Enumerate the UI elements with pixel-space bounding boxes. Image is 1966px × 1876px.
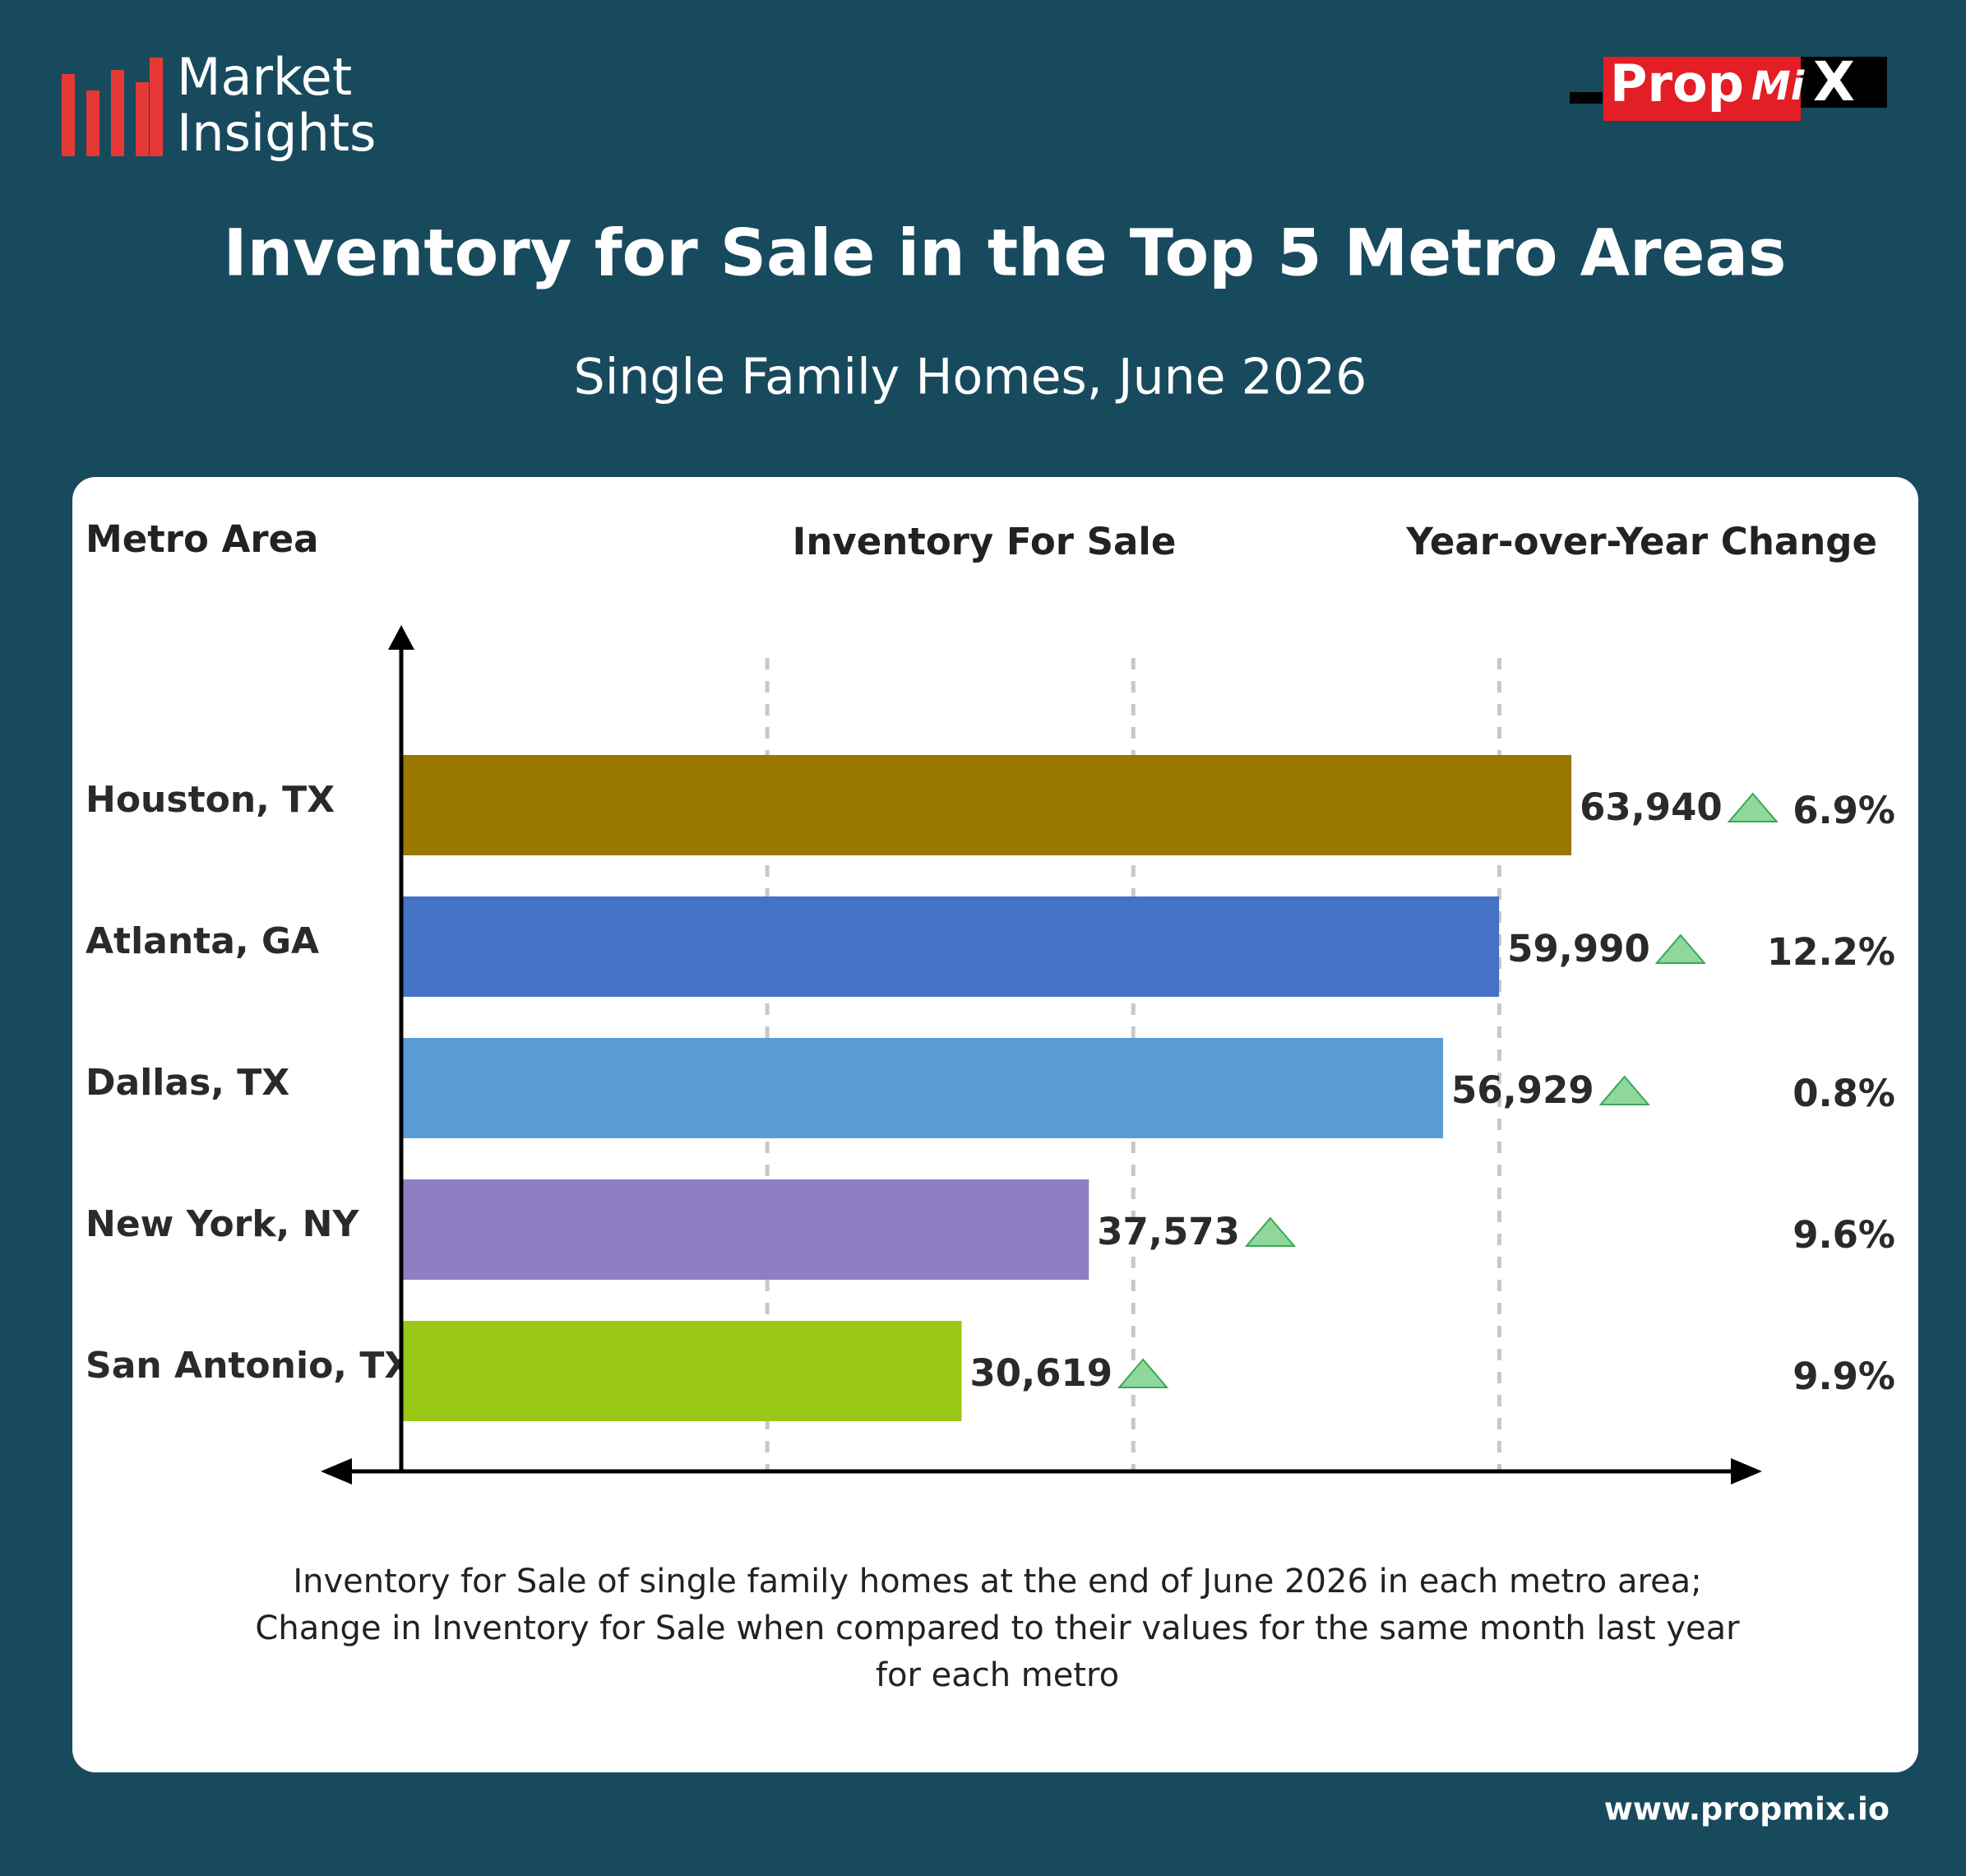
category-label: New York, NY: [86, 1203, 360, 1245]
column-header: Inventory For Sale: [793, 520, 1177, 563]
footnote: Inventory for Sale of single family home…: [293, 1563, 1701, 1600]
logo-mid: Mi: [1751, 63, 1805, 109]
bar: [401, 1321, 962, 1421]
bar: [401, 1179, 1089, 1280]
axis-arrow: [321, 1458, 352, 1485]
chart-subtitle: Single Family Homes, June 2026: [574, 349, 1367, 406]
plot: Metro Area Inventory For Sale Year-over-Ye…: [86, 517, 1895, 1694]
category-label: Atlanta, GA: [86, 920, 319, 962]
value-label: 30,619: [969, 1351, 1113, 1395]
logo-prefix: Prop: [1610, 53, 1744, 113]
value-label: 59,990: [1507, 927, 1650, 970]
change-label: 0.8%: [1793, 1072, 1895, 1115]
category-label: Dallas, TX: [86, 1062, 289, 1104]
change-label: 9.9%: [1793, 1355, 1895, 1398]
axis-arrow: [1731, 1458, 1762, 1485]
change-arrow: [1727, 792, 1779, 822]
value-label: 56,929: [1451, 1068, 1594, 1112]
bar: [401, 896, 1500, 997]
column-header: Metro Area: [86, 517, 319, 561]
change-arrow: [1244, 1216, 1297, 1247]
column-header: Year-over-Year Change: [1405, 520, 1877, 563]
value-label: 63,940: [1580, 785, 1723, 829]
category-label: San Antonio, TX: [86, 1345, 412, 1387]
axis-arrow: [388, 625, 414, 650]
footnote: Change in Inventory for Sale when compar…: [255, 1610, 1740, 1647]
category-label: Houston, TX: [86, 779, 335, 821]
brand-logo: Market Insights: [62, 47, 376, 163]
chart-title: Inventory for Sale in the Top 5 Metro Ar…: [224, 216, 1787, 290]
change-label: 12.2%: [1767, 930, 1895, 974]
value-label: 37,573: [1097, 1210, 1240, 1253]
change-arrow: [1654, 933, 1707, 964]
brand-text: Market Insights: [177, 47, 376, 163]
footnote: for each metro: [876, 1656, 1119, 1694]
change-arrow: [1598, 1075, 1650, 1105]
propmix-logo: Prop Mi X: [1570, 50, 1887, 121]
change-label: 6.9%: [1793, 789, 1895, 832]
footer-url: www.propmix.io: [1604, 1791, 1890, 1827]
bar: [401, 755, 1572, 855]
logo-suffix: X: [1813, 50, 1855, 113]
change-label: 9.6%: [1793, 1213, 1895, 1257]
change-arrow: [1117, 1358, 1169, 1388]
bar: [401, 1038, 1444, 1138]
